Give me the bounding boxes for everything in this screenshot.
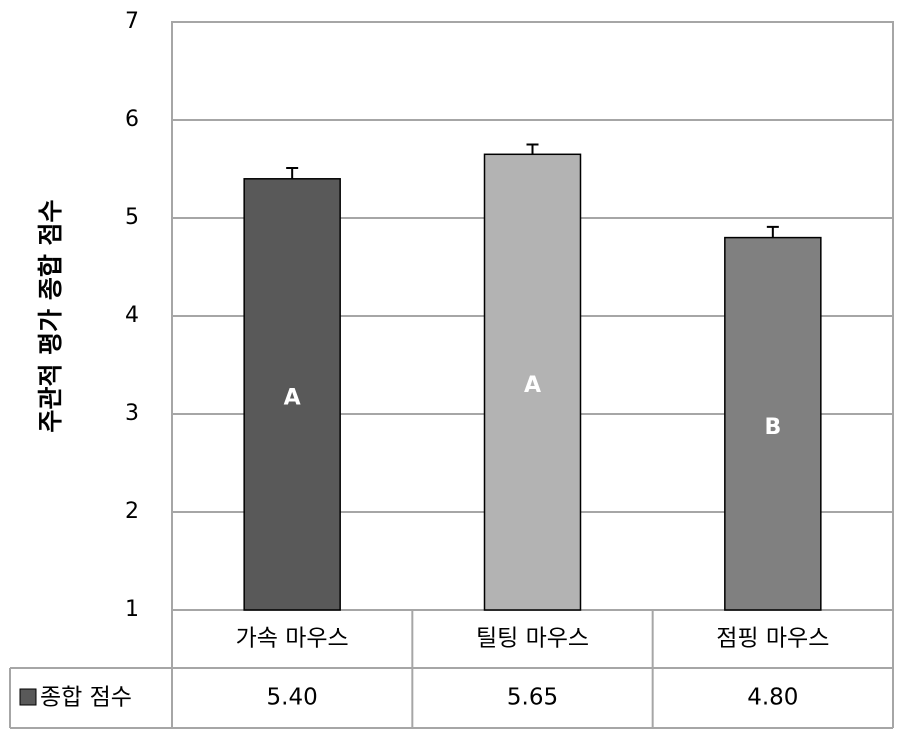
bar-annotation: B [764, 415, 781, 440]
y-tick-label: 6 [125, 107, 139, 132]
value-label: 5.65 [507, 685, 558, 711]
error-bar [766, 225, 779, 238]
error-bar [286, 167, 299, 179]
legend-swatch [19, 688, 37, 706]
y-tick-label: 5 [125, 205, 139, 230]
y-axis-label: 주관적 평가 종합 점수 [36, 199, 65, 432]
y-tick-label: 4 [125, 303, 139, 328]
error-bar [526, 143, 539, 155]
value-label: 4.80 [747, 685, 798, 711]
bar [243, 178, 341, 611]
legend-label: 종합 점수 [40, 685, 132, 711]
y-tick-label: 1 [125, 597, 139, 622]
x-tick-label: 가속 마우스 [236, 626, 349, 652]
x-tick-label: 틸팅 마우스 [476, 626, 589, 652]
value-label: 5.40 [267, 685, 318, 711]
bar [483, 153, 582, 611]
bar-annotation: A [524, 373, 541, 398]
y-tick-label: 7 [125, 9, 139, 34]
y-tick-label: 2 [125, 499, 139, 524]
x-tick-label: 점핑 마우스 [716, 626, 829, 652]
bar [724, 236, 822, 611]
bar-annotation: A [284, 385, 301, 410]
y-tick-label: 3 [125, 401, 139, 426]
